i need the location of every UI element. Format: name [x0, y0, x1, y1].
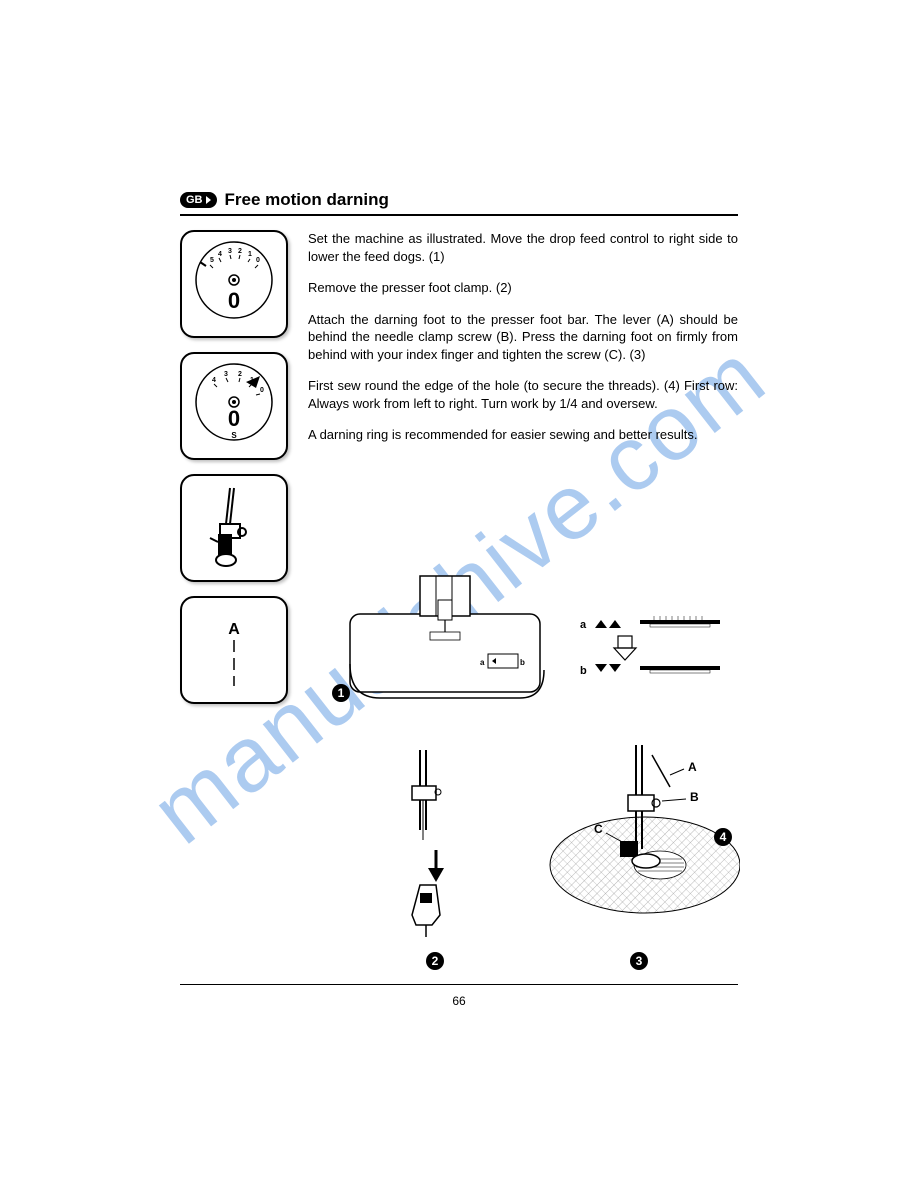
- footer-rule: [180, 984, 738, 985]
- feed-dog-indicator: a b: [580, 616, 720, 677]
- dial-tick: 3: [228, 248, 232, 255]
- step-number-icon: 4: [714, 828, 732, 846]
- diagram-darning: A B C: [550, 745, 740, 913]
- paragraph: First sew round the edge of the hole (to…: [308, 377, 738, 412]
- diagram-machine: a b: [350, 576, 544, 698]
- paragraph: Set the machine as illustrated. Move the…: [308, 230, 738, 265]
- dial-tick: 3: [224, 371, 228, 378]
- paragraph: Attach the darning foot to the presser f…: [308, 311, 738, 364]
- svg-text:C: C: [594, 822, 603, 836]
- title-row: GB Free motion darning: [180, 190, 738, 216]
- dial-tick: 4: [218, 251, 222, 258]
- svg-text:b: b: [520, 658, 525, 667]
- svg-text:a: a: [580, 619, 587, 631]
- dial-tick: 2: [238, 248, 242, 255]
- diagram-remove-clamp: [412, 750, 444, 937]
- paragraph: Remove the presser foot clamp. (2): [308, 279, 738, 297]
- svg-text:a: a: [480, 658, 485, 667]
- dial-value: 0: [228, 288, 240, 313]
- svg-text:A: A: [688, 760, 697, 774]
- svg-text:B: B: [690, 790, 699, 804]
- dial-tick: 0: [256, 257, 260, 264]
- dial-value: 0: [228, 406, 240, 431]
- step-number-icon: 1: [332, 684, 350, 702]
- dial-tick: 0: [260, 387, 264, 394]
- dial-s-label: S: [231, 431, 237, 440]
- stitch-length-dial-icon: 4 3 2 1 0 0: [180, 352, 288, 460]
- dial-tick: 2: [238, 371, 242, 378]
- page-number: 66: [0, 994, 918, 1008]
- dial-tick: 4: [212, 377, 216, 384]
- stitch-dial-icon: 5 4 3 2 1 0: [180, 230, 288, 338]
- language-badge: GB: [180, 192, 217, 208]
- stitch-letter: A: [228, 621, 240, 638]
- page-title: Free motion darning: [225, 190, 389, 210]
- dial-tick: 1: [248, 251, 252, 258]
- diagram-area: a b a b: [320, 570, 740, 975]
- step-number-icon: 2: [426, 952, 444, 970]
- svg-text:b: b: [580, 665, 587, 677]
- dial-tick: 5: [210, 257, 214, 264]
- step-number-icon: 3: [630, 952, 648, 970]
- darning-foot-icon: [180, 474, 288, 582]
- stitch-type-icon: A: [180, 596, 288, 704]
- paragraph: A darning ring is recommended for easier…: [308, 426, 738, 444]
- settings-icons-column: 5 4 3 2 1 0: [180, 230, 288, 704]
